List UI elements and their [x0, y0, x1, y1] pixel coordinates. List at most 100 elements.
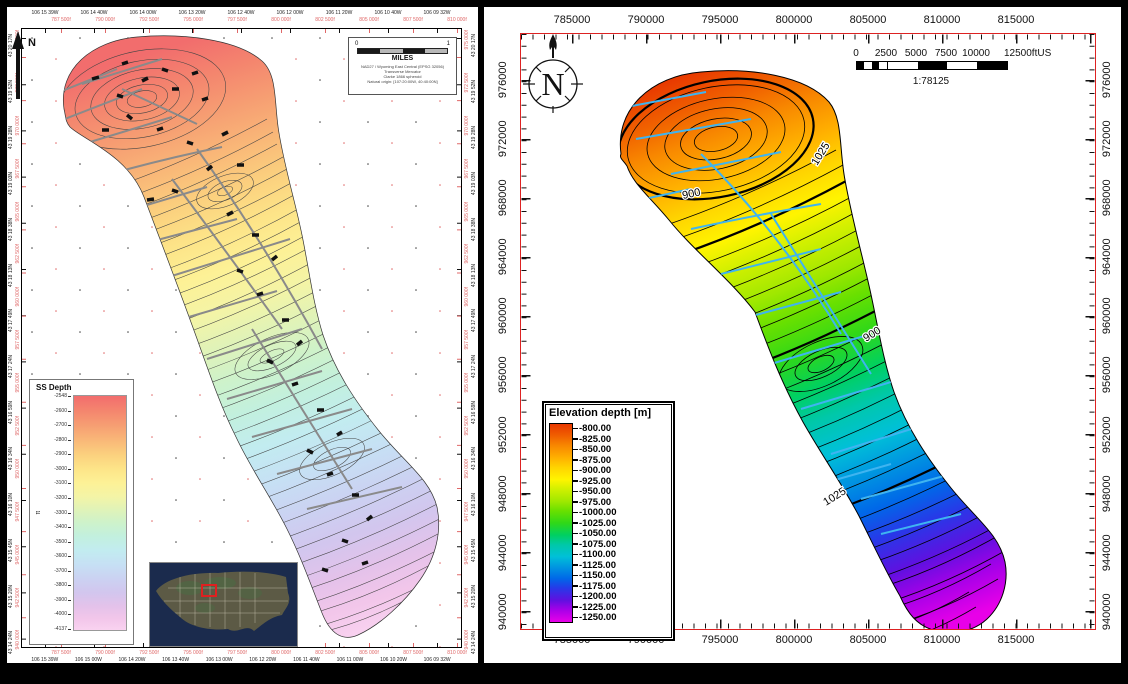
axis-label: 795000: [701, 14, 739, 26]
legend-value: -3200: [54, 494, 67, 501]
axis-label: 942 500f: [14, 587, 21, 608]
legend-value: -3400: [54, 524, 67, 531]
axis-label: 967 500f: [463, 158, 470, 179]
axis-label: 950 000f: [463, 458, 470, 479]
legend-tick: [573, 564, 578, 566]
axis-label: 960 000f: [14, 287, 21, 307]
axis-label: 960 000f: [463, 287, 470, 307]
axis-label: 43 15 45N: [7, 538, 14, 563]
legend-tick: [573, 469, 578, 472]
legend-entry: -1200.00: [573, 592, 668, 601]
legend-tick: [68, 556, 71, 558]
axis-label: 972000: [1101, 120, 1113, 157]
legend-value: -2700: [54, 422, 67, 429]
axis-label: 940000: [497, 593, 509, 630]
axis-label: 106 13 20W: [178, 10, 206, 16]
axis-label: 43 15 20N: [470, 584, 477, 608]
axis-label: 947 500f: [14, 501, 21, 522]
legend-value: -975.00: [579, 496, 612, 508]
legend-entry: -3900: [43, 597, 71, 603]
legend-tick: [573, 501, 578, 503]
axis-label: 790 000f: [95, 17, 115, 23]
legend-value: -1075.00: [579, 538, 617, 550]
legend-value: -3800: [54, 582, 67, 589]
legend-tick: [573, 585, 578, 587]
legend-entry: -975.00: [573, 496, 668, 508]
axis-label: 795 000f: [183, 17, 203, 23]
axis-label: 790000: [627, 14, 665, 26]
compass-n-label: N: [541, 66, 564, 102]
axis-label: 802 500f: [315, 650, 335, 656]
legend-color-ramp: [549, 423, 573, 623]
axis-label: 945 000f: [14, 544, 21, 565]
legend-tick: [573, 459, 578, 461]
axis-label: 810 000f: [447, 650, 467, 656]
depth-legend: SS Depth ft -2548 -2600 -2700: [29, 379, 134, 645]
legend-entry: -1150.00: [573, 571, 668, 580]
legend-entry: -800.00: [573, 424, 668, 433]
legend-tick: [68, 497, 71, 499]
legend-entry: -950.00: [573, 487, 668, 496]
axis-label: 43 19 03N: [470, 171, 477, 195]
axis-label: 43 18 13N: [7, 263, 14, 287]
axis-label: 976000: [1101, 61, 1113, 98]
axis-label: 956000: [497, 356, 509, 394]
axis-label: 950 000f: [14, 458, 21, 479]
datum-line: Transverse Mercator: [384, 69, 421, 74]
axis-label: 815000: [997, 634, 1035, 646]
legend-tick: [68, 527, 71, 529]
legend-value: -950.00: [579, 486, 612, 497]
legend-entry: -2800: [43, 437, 71, 443]
axis-label: 957 500f: [14, 330, 21, 350]
axis-label: 970 000f: [463, 115, 470, 136]
scale-units: MILES: [391, 55, 414, 62]
datum-line: NAD27 / Wyoming East Central (EPSG 32056…: [360, 64, 445, 69]
axis-label: 952000: [497, 415, 509, 453]
left-map-right-latitude-labels: 43 20 17N 43 19 52N 43 19 28N 43 19 03N 43 1…: [470, 28, 477, 660]
axis-label: 810000: [923, 634, 961, 646]
right-map-plot[interactable]: 900 1025 900 1025: [520, 33, 1096, 641]
axis-label: 106 15 39W: [31, 10, 59, 16]
axis-label: 43 17 24N: [7, 355, 14, 379]
contour-lines: [63, 48, 439, 638]
axis-label: 944000: [1101, 533, 1113, 571]
compass-needle: [549, 34, 557, 58]
right-map-left-northing-labels: 976000 972000 968000 964000 960000 956000 9520…: [496, 50, 510, 641]
axis-label: 800000: [775, 14, 813, 26]
axis-label: 795000: [701, 634, 739, 646]
scale-box: 0 1 MILES NAD27 / Wyoming East Central (…: [348, 37, 457, 95]
legend-tick: [68, 439, 71, 441]
scale-tick-label: 10000: [962, 48, 990, 59]
axis-label: 106 13 40W: [162, 657, 190, 663]
axis-label: 802 500f: [315, 17, 335, 23]
axis-label: 106 11 40W: [293, 657, 320, 663]
axis-label: 805000: [849, 634, 887, 646]
left-map-plot[interactable]: 0 1 MILES NAD27 / Wyoming East Central (…: [21, 28, 462, 648]
state-boundaries: [164, 572, 290, 629]
axis-label: 795 000f: [183, 650, 203, 656]
legend-value: -4000: [54, 611, 67, 618]
axis-label: 944000: [497, 533, 509, 571]
legend-tick: [573, 595, 578, 598]
legend-value: -2900: [54, 451, 67, 458]
legend-tick: [573, 511, 578, 514]
axis-label: 965 000f: [463, 201, 470, 222]
axis-label: 43 20 17N: [470, 34, 477, 58]
legend-value: -1250.00: [579, 612, 617, 623]
axis-label: 43 18 13N: [470, 263, 477, 287]
axis-label: 948000: [1101, 474, 1113, 512]
legend-tick: [68, 629, 71, 630]
right-map-right-northing-labels: 976000 972000 968000 964000 960000 956000 9520…: [1100, 50, 1114, 641]
scale-tick-label: 5000: [904, 48, 928, 59]
scale-tick-label: 7500: [934, 48, 958, 59]
legend-unit: ft: [35, 511, 42, 515]
usa-inset-map[interactable]: [149, 562, 298, 647]
axis-label: 952000: [1101, 415, 1113, 453]
legend-tick: [573, 490, 578, 493]
axis-label: 43 19 03N: [7, 171, 14, 195]
legend-value: -875.00: [579, 454, 612, 466]
axis-label: 106 10 40W: [374, 10, 402, 16]
legend-tick: [68, 454, 71, 456]
